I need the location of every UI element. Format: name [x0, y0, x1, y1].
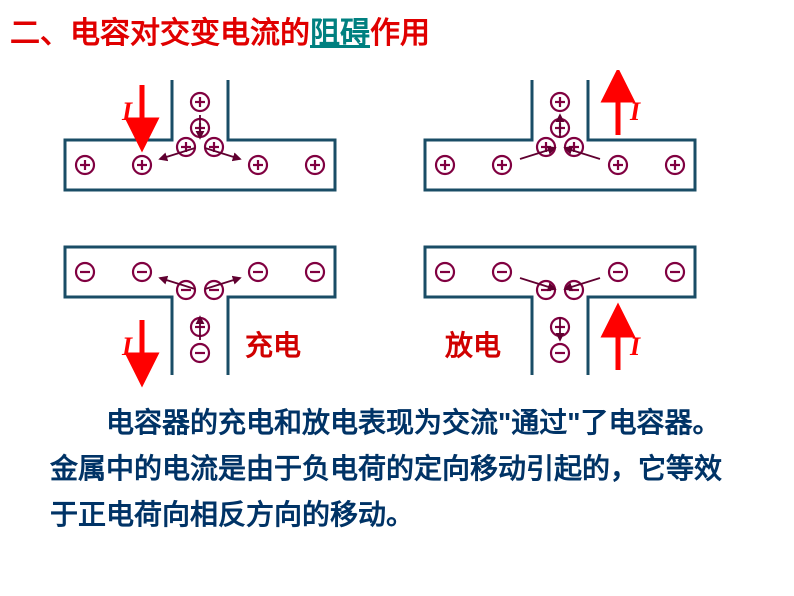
explanation-paragraph: 电容器的充电和放电表现为交流"通过"了电容器。金属中的电流是由于负电荷的定向移动… — [50, 400, 744, 539]
svg-text:I: I — [121, 332, 133, 361]
svg-text:放电: 放电 — [444, 329, 501, 361]
svg-text:I: I — [629, 97, 641, 126]
title-highlight: 阻碍 — [310, 17, 370, 50]
section-title: 二、电容对交变电流的阻碍作用 — [10, 8, 430, 52]
paragraph-text: 电容器的充电和放电表现为交流"通过"了电容器。金属中的电流是由于负电荷的定向移动… — [50, 407, 722, 530]
title-part2: 作用 — [370, 17, 430, 50]
title-part1: 二、电容对交变电流的 — [10, 17, 310, 50]
svg-text:I: I — [121, 97, 133, 126]
capacitor-diagrams: I I I I 充电 放电 — [0, 70, 794, 390]
svg-text:充电: 充电 — [245, 329, 301, 361]
svg-text:I: I — [629, 332, 641, 361]
diagram-svg: I I I I 充电 放电 — [0, 70, 794, 390]
